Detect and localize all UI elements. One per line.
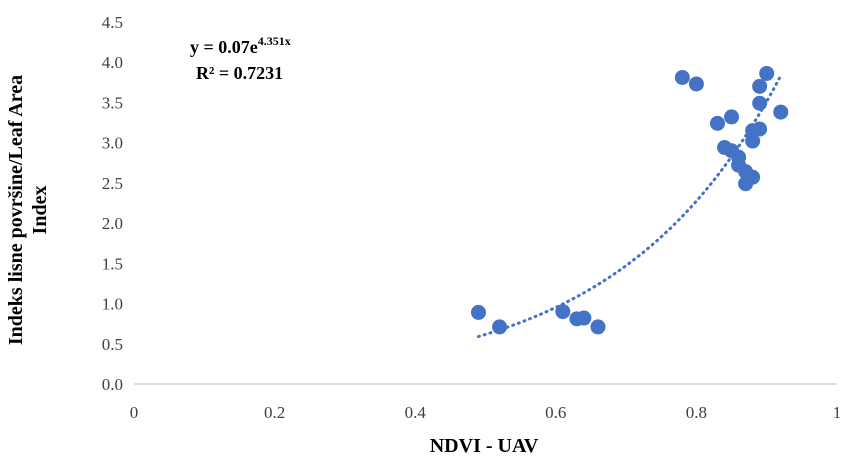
y-tick-label: 4.5	[102, 13, 123, 32]
x-tick-label: 0.6	[545, 403, 566, 422]
data-point	[576, 310, 592, 326]
y-axis-title-line-2: Index	[29, 186, 51, 235]
x-tick-label: 0.8	[686, 403, 707, 422]
data-point	[688, 76, 704, 92]
x-axis-title: NDVI - UAV	[430, 435, 539, 457]
data-point	[724, 109, 740, 125]
data-point	[470, 304, 486, 320]
y-tick-labels: 0.0 0.5 1.0 1.5 2.0 2.5 3.0 3.5 4.0 4.5	[102, 13, 123, 394]
equation-base: y = 0.07e	[190, 37, 258, 57]
data-point	[752, 121, 768, 137]
y-tick-label: 2.5	[102, 174, 123, 193]
y-tick-label: 3.0	[102, 134, 123, 153]
trendline-equation: y = 0.07e4.351x	[190, 34, 291, 57]
x-tick-label: 0.4	[405, 403, 427, 422]
data-point	[773, 104, 789, 120]
y-tick-label: 3.5	[102, 93, 123, 112]
x-tick-label: 0.2	[264, 403, 285, 422]
data-point	[492, 319, 508, 335]
y-axis-title-line-1: Indeks lisne površine/Leaf Area	[5, 75, 27, 345]
data-point	[745, 133, 761, 149]
equation-exponent: 4.351x	[258, 34, 291, 48]
data-point	[674, 70, 690, 86]
y-tick-label: 1.5	[102, 254, 123, 273]
x-tick-label: 0	[130, 403, 139, 422]
x-tick-label: 1	[833, 403, 842, 422]
data-point	[759, 65, 775, 81]
r-squared-label: R² = 0.7231	[196, 63, 283, 83]
y-tick-label: 1.0	[102, 295, 123, 314]
x-tick-labels: 0 0.2 0.4 0.6 0.8 1	[130, 403, 842, 422]
data-point	[752, 95, 768, 111]
y-tick-label: 4.0	[102, 53, 123, 72]
y-tick-label: 0.5	[102, 335, 123, 354]
data-point	[709, 115, 725, 131]
exponential-trendline	[476, 74, 783, 339]
y-axis-title: Indeks lisne površine/Leaf Area Index	[5, 75, 51, 345]
y-tick-label: 0.0	[102, 375, 123, 394]
y-tick-label: 2.0	[102, 214, 123, 233]
data-points	[470, 65, 789, 335]
data-point	[555, 304, 571, 320]
data-point	[752, 78, 768, 94]
data-point	[590, 319, 606, 335]
data-point	[745, 169, 761, 185]
